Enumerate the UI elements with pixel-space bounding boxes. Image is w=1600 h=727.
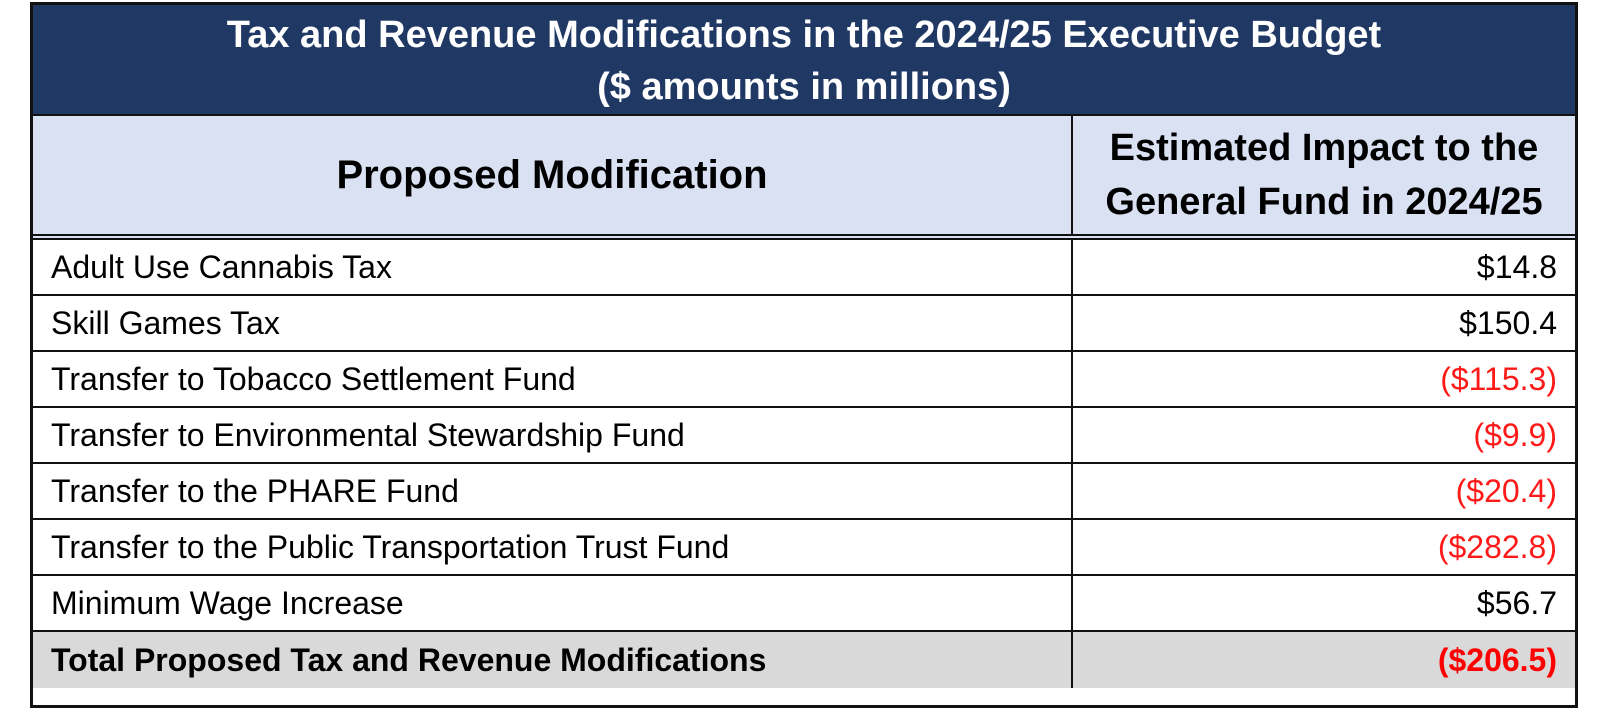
row-label: Skill Games Tax [33,296,1073,350]
header-impact: Estimated Impact to the General Fund in … [1073,116,1575,234]
table-row: Transfer to the PHARE Fund ($20.4) [33,464,1575,520]
row-label: Minimum Wage Increase [33,576,1073,630]
row-value: $150.4 [1459,304,1557,341]
table-title-line1: Tax and Revenue Modifications in the 202… [226,14,1382,56]
table-row: Transfer to Environmental Stewardship Fu… [33,408,1575,464]
table-title-line2: ($ amounts in millions) [597,66,1011,108]
row-label: Adult Use Cannabis Tax [33,240,1073,294]
row-label: Transfer to the PHARE Fund [33,464,1073,518]
row-value: $56.7 [1476,584,1557,621]
table-header-row: Proposed Modification Estimated Impact t… [33,116,1575,240]
row-label: Transfer to the Public Transportation Tr… [33,520,1073,574]
table-row: Minimum Wage Increase $56.7 [33,576,1575,632]
row-value: ($20.4) [1455,472,1557,509]
header-modification: Proposed Modification [33,116,1073,234]
table-title: Tax and Revenue Modifications in the 202… [33,5,1575,116]
table-row: Transfer to the Public Transportation Tr… [33,520,1575,576]
table-row: Skill Games Tax $150.4 [33,296,1575,352]
total-label: Total Proposed Tax and Revenue Modificat… [33,632,1073,688]
total-value: ($206.5) [1437,641,1557,678]
total-row: Total Proposed Tax and Revenue Modificat… [33,632,1575,688]
row-value: ($282.8) [1437,528,1557,565]
row-value: ($115.3) [1440,360,1557,397]
row-value: ($9.9) [1473,416,1557,453]
row-label: Transfer to Tobacco Settlement Fund [33,352,1073,406]
row-value: $14.8 [1476,248,1557,285]
table-row: Transfer to Tobacco Settlement Fund ($11… [33,352,1575,408]
table-row: Adult Use Cannabis Tax $14.8 [33,240,1575,296]
header-impact-line2: General Fund in 2024/25 [1105,181,1543,223]
header-impact-line1: Estimated Impact to the [1109,127,1539,169]
row-label: Transfer to Environmental Stewardship Fu… [33,408,1073,462]
budget-table: Tax and Revenue Modifications in the 202… [30,2,1578,708]
